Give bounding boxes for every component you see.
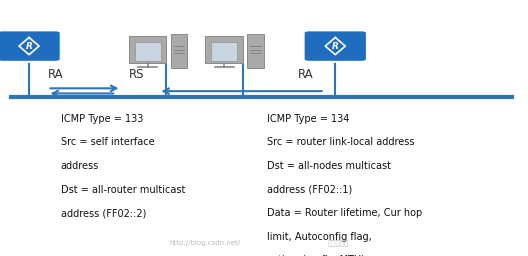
Text: address (FF02::2): address (FF02::2) xyxy=(61,208,146,218)
Text: Src = self interface: Src = self interface xyxy=(61,137,154,147)
Text: Dst = all-nodes multicast: Dst = all-nodes multicast xyxy=(267,161,391,171)
Text: RA: RA xyxy=(298,68,314,81)
Text: Data = Router lifetime, Cur hop: Data = Router lifetime, Cur hop xyxy=(267,208,422,218)
Text: address (FF02::1): address (FF02::1) xyxy=(267,185,352,195)
FancyBboxPatch shape xyxy=(129,36,166,63)
Text: options(prefix、MTU): options(prefix、MTU) xyxy=(267,255,365,256)
Text: RA: RA xyxy=(48,68,63,81)
Text: address: address xyxy=(61,161,99,171)
FancyBboxPatch shape xyxy=(211,42,237,61)
FancyBboxPatch shape xyxy=(247,34,264,68)
Text: ICMP Type = 134: ICMP Type = 134 xyxy=(267,114,349,124)
Text: ICMP Type = 133: ICMP Type = 133 xyxy=(61,114,143,124)
FancyBboxPatch shape xyxy=(205,36,243,63)
Text: limit, Autoconfig flag,: limit, Autoconfig flag, xyxy=(267,232,371,242)
Text: R: R xyxy=(332,41,339,51)
FancyBboxPatch shape xyxy=(135,42,161,61)
FancyBboxPatch shape xyxy=(304,30,367,62)
FancyBboxPatch shape xyxy=(0,30,61,62)
FancyBboxPatch shape xyxy=(171,34,187,68)
Text: Dst = all-router multicast: Dst = all-router multicast xyxy=(61,185,185,195)
Text: 沉思的路人: 沉思的路人 xyxy=(327,239,348,246)
Text: RS: RS xyxy=(129,68,145,81)
Text: http://blog.csdn.net/: http://blog.csdn.net/ xyxy=(169,240,240,246)
Text: Src = router link-local address: Src = router link-local address xyxy=(267,137,414,147)
Text: R: R xyxy=(25,41,33,51)
